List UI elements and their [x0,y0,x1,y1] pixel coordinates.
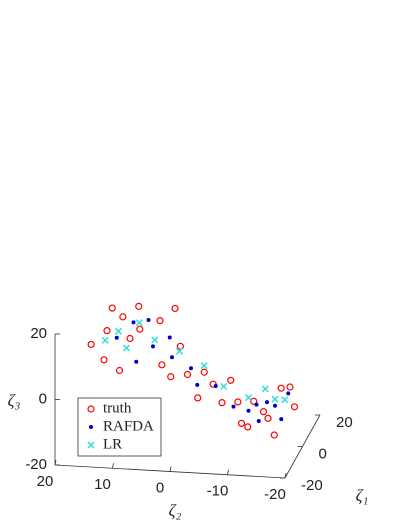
point [271,395,279,403]
point [167,335,172,340]
point [256,419,261,424]
point [265,400,269,405]
point [119,313,127,321]
legend-label: LR [103,436,122,452]
point [254,402,259,407]
point [103,327,111,335]
point [87,340,95,349]
y-tick-label: -20 [264,486,286,503]
z-tick-label: 20 [30,325,47,342]
point [135,302,143,310]
y-tick-label: 0 [156,479,164,496]
point [220,382,228,390]
point [114,335,119,340]
legend-marker [87,405,95,413]
z-tick-label: 0 [39,390,47,407]
y-tick [227,469,229,475]
point [114,327,123,335]
point [183,370,192,379]
y-tick [54,459,57,466]
plot-area: -20 0 20 20 10 0 -10 -20 -20 0 20 [25,302,353,503]
z-axis-label: ζ₃ [8,391,21,410]
point [213,384,218,388]
legend-label: RAFDA [103,418,154,434]
point [194,394,202,402]
point [246,408,251,413]
legend: truth RAFDA LR [87,400,154,452]
point [231,404,236,409]
point [171,304,179,313]
point [200,362,208,370]
legend-label: truth [103,400,132,416]
point [273,403,277,408]
y-axis-label: ζ₂ [169,501,182,520]
point [131,320,136,325]
y-tick-label: -10 [207,483,229,500]
point [146,318,151,322]
point [136,325,144,333]
legend-marker [89,425,93,429]
point [115,366,124,375]
point [237,419,246,427]
point [167,373,175,381]
point [135,319,143,327]
x-tick-label: 0 [319,445,327,462]
point [122,344,131,352]
point [170,355,174,360]
point [158,361,166,369]
point [244,394,253,402]
y-tick [284,472,287,479]
point [189,366,193,371]
point [134,359,139,364]
y-tick-label: 20 [37,473,54,490]
point [286,391,291,396]
point [264,414,272,422]
point [100,356,108,364]
x-axis-label: ζ₁ [356,486,369,505]
point [101,336,109,344]
legend-marker [87,441,95,449]
point [290,403,299,411]
point [156,317,164,325]
y-tick [112,463,114,469]
point [195,382,200,387]
point [277,384,285,392]
point [286,383,294,391]
point [218,399,226,407]
x-tick-label: 20 [336,414,353,431]
point [227,376,235,384]
point [200,368,208,376]
point [250,397,258,405]
point [234,398,242,406]
point [108,304,116,312]
point [281,396,289,404]
point [261,385,269,393]
point [259,408,268,416]
point [175,347,184,355]
z-tick-label: -20 [25,456,47,473]
point [126,334,134,343]
point [279,417,284,422]
point [151,344,155,349]
x-tick-label: -20 [301,477,323,494]
y-tick-label: 10 [94,476,111,493]
point [270,431,278,439]
point [244,423,252,431]
y-tick [169,466,172,472]
point [151,336,159,344]
